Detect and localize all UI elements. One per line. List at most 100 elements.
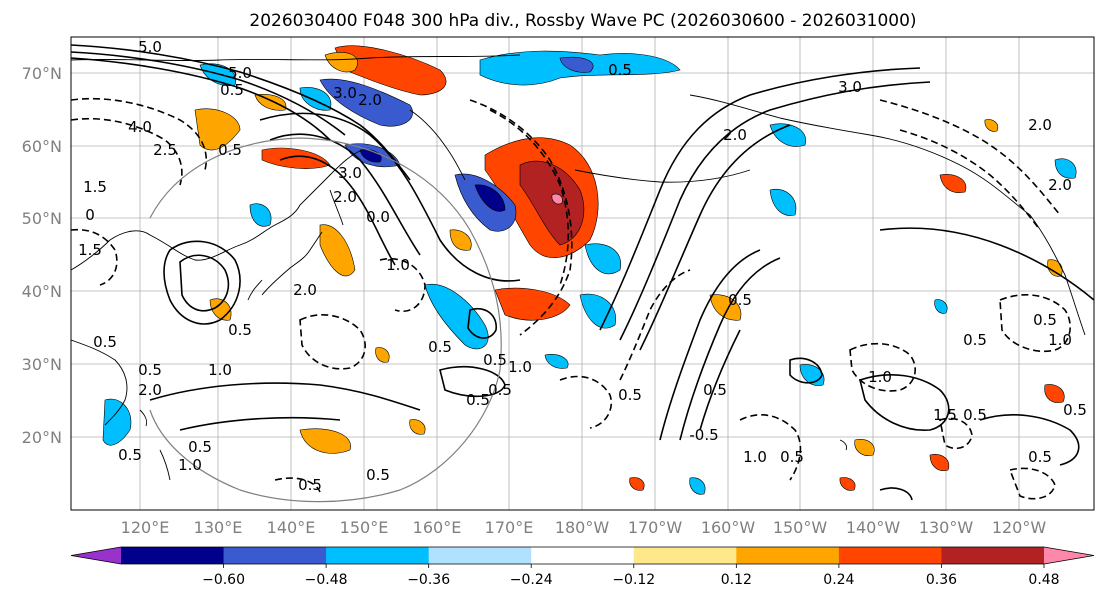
contour-label: 0.5 <box>618 386 642 404</box>
contour-label: 0.5 <box>1033 311 1057 329</box>
lon-label: 150°E <box>340 518 389 537</box>
contour-label: 1.0 <box>386 256 410 274</box>
contour-label: 1.5 <box>933 406 957 424</box>
shade-orange-south <box>299 428 351 454</box>
contour-neg-12 <box>71 228 118 286</box>
contour-label: 1.0 <box>868 368 892 386</box>
coast-asia-north <box>71 54 521 62</box>
colorbar-tick-label: 0.36 <box>926 572 957 588</box>
coast-taiwan <box>139 409 148 427</box>
contour-label: 0.5 <box>483 351 507 369</box>
contour-label: 4.0 <box>128 118 152 136</box>
shade-cyan-small-pac <box>689 477 706 495</box>
contour-label: 5.0 <box>138 38 162 56</box>
contour-trough-3 <box>699 329 741 431</box>
colorbar-extend-high <box>1044 547 1094 564</box>
contour-label: 3.0 <box>838 78 862 96</box>
contour-label: 0.5 <box>228 321 252 339</box>
coast-alaska <box>689 94 1031 216</box>
shade-blue <box>319 78 413 127</box>
colorbar-segment <box>633 547 737 564</box>
contour-label: 0.5 <box>428 338 452 356</box>
contour-neg-7 <box>879 99 1061 216</box>
contour-small-4 <box>467 308 497 339</box>
contour-label: 1.0 <box>508 358 532 376</box>
lon-label: 180°W <box>555 518 610 537</box>
contour-neg-6 <box>739 414 802 481</box>
contour-label: 1.0 <box>208 361 232 379</box>
contour-east-3 <box>979 414 1080 466</box>
coast-china <box>71 339 128 426</box>
contour-label: 1.5 <box>83 178 107 196</box>
colorbar-segment <box>736 547 840 564</box>
contour-label: 2.0 <box>358 91 382 109</box>
contour-neg-15 <box>939 417 973 450</box>
shade-red-small-pac-2 <box>629 477 645 491</box>
coast-philippines <box>159 449 171 481</box>
contour-label: 0.5 <box>218 141 242 159</box>
lon-label: 150°W <box>773 518 828 537</box>
contour-trough-1 <box>659 249 761 441</box>
colorbar-segment <box>428 547 532 564</box>
contour-label: 0.5 <box>1063 401 1087 419</box>
contour-small-3 <box>879 487 913 501</box>
contour-label: 0.5 <box>138 361 162 379</box>
shade-orange-northeast <box>254 94 287 111</box>
contour-label: 2.0 <box>293 281 317 299</box>
contour-neg-16 <box>1008 467 1056 500</box>
contour-label: 1.0 <box>743 448 767 466</box>
coast-aleutians <box>574 169 751 183</box>
longitude-labels: 120°E 130°E 140°E 150°E 160°E 170°E 180°… <box>121 518 1047 537</box>
contour-label: 1.5 <box>78 241 102 259</box>
shade-cyan-west <box>102 398 132 446</box>
coastlines <box>71 54 1086 481</box>
contour-east-1 <box>879 227 1094 301</box>
contour-label: 0.5 <box>93 333 117 351</box>
contour-neg-1 <box>71 97 207 171</box>
colorbar-tick-label: 0.48 <box>1028 572 1059 588</box>
shade-orange-mid <box>319 224 356 277</box>
contour-label: 0.5 <box>608 61 632 79</box>
contour-neg-11 <box>299 314 366 370</box>
contour-label: 1.0 <box>178 456 202 474</box>
coast-asia <box>71 149 363 271</box>
colorbar-segment <box>121 547 225 564</box>
shade-red-pac <box>929 454 950 471</box>
coast-north-america <box>1029 214 1086 336</box>
latitude-labels: 70°N 60°N 50°N 40°N 30°N 20°N <box>22 64 62 447</box>
contour-labels: 5.05.03.04.02.5 0.51.503.02.00.02.01.00.5… <box>78 38 1087 494</box>
shade-cyan-east-2 <box>769 188 797 216</box>
lat-label: 40°N <box>22 282 62 301</box>
colorbar-tick-label: −0.24 <box>510 572 553 588</box>
coast-sakhalin <box>329 189 344 226</box>
colorbar-extend-low <box>71 547 121 564</box>
shade-cyan-small <box>249 203 272 227</box>
contour-label: 0.0 <box>366 208 390 226</box>
contour-label: 1.0 <box>1048 331 1072 349</box>
shade-cyan-small-mid <box>544 354 569 369</box>
contour-wave-3 <box>279 155 396 266</box>
lon-label: 130°E <box>194 518 243 537</box>
colorbar-segment <box>223 547 327 564</box>
contour-label: 3.0 <box>333 84 357 102</box>
shade-red-pac-2 <box>1044 384 1065 403</box>
shade-cyan-far-east <box>1054 158 1077 179</box>
contour-south-2 <box>179 416 341 431</box>
lon-label: 160°W <box>701 518 756 537</box>
contour-label: 0.5 <box>963 406 987 424</box>
contour-neg-17 <box>274 477 321 493</box>
contour-wave-1 <box>259 112 521 282</box>
contour-trough-2 <box>679 257 781 441</box>
colorbar-tick-label: 0.12 <box>721 572 752 588</box>
contour-label: 2.0 <box>333 188 357 206</box>
contour-jet-3 <box>71 57 331 141</box>
lon-label: 170°W <box>628 518 683 537</box>
coast-kamchatka <box>409 109 466 181</box>
colorbar-tick-label: −0.12 <box>612 572 655 588</box>
shade-red-left <box>261 147 331 169</box>
lon-label: 170°E <box>485 518 534 537</box>
colorbar-segment <box>531 547 635 564</box>
contour-wave-2 <box>269 133 421 256</box>
colorbar-segment <box>838 547 942 564</box>
